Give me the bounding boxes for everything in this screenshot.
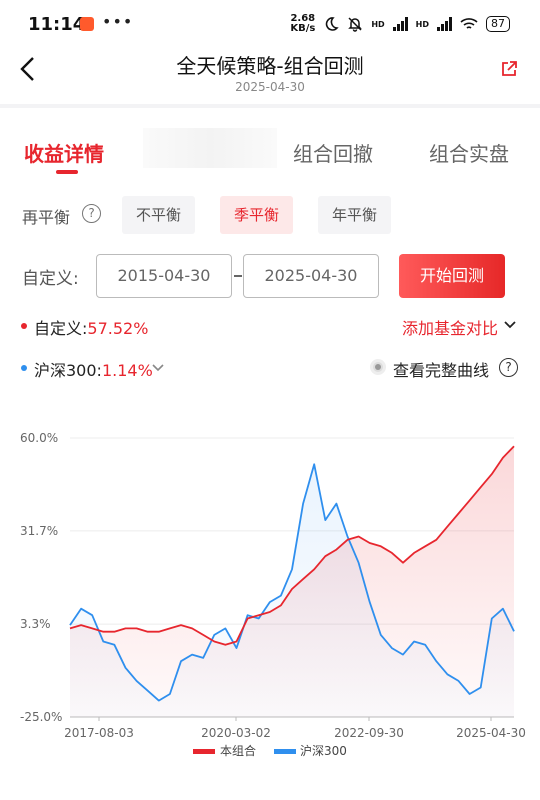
tab-drawdown[interactable]: 组合回撤: [293, 142, 373, 166]
x-tick-label: 2022-09-30: [334, 726, 404, 740]
wifi-icon: [460, 18, 478, 29]
chevron-down-icon[interactable]: [504, 319, 516, 331]
share-icon[interactable]: [500, 60, 518, 78]
legend-label-portfolio: 本组合: [220, 743, 256, 758]
rebalance-yearly-chip[interactable]: 年平衡: [318, 196, 392, 234]
x-tick-label: 2025-04-30: [456, 726, 526, 740]
portfolio-dot: [21, 323, 27, 329]
start-date-field[interactable]: 2015-04-30: [96, 254, 232, 298]
rebalance-none-chip[interactable]: 不平衡: [122, 196, 196, 234]
benchmark-return: 1.14%: [101, 361, 153, 380]
hd-label-1: HD: [371, 19, 385, 29]
legend-label-benchmark: 沪深300: [300, 744, 347, 758]
clock: 11:14: [28, 14, 86, 35]
page-date: 2025-04-30: [235, 80, 305, 94]
portfolio-summary-row: 自定义:57.52% 添加基金对比: [0, 313, 540, 339]
portfolio-return: 57.52%: [87, 319, 149, 338]
status-bar: 11:14 ••• 2.68 KB/s HD HD 87: [0, 0, 540, 46]
full-curve-radio[interactable]: [370, 359, 386, 375]
tab-returns[interactable]: 收益详情: [24, 142, 104, 166]
page-title: 全天候策略-组合回测: [176, 54, 364, 78]
portfolio-summary: 自定义:57.52%: [34, 319, 149, 338]
tab-bar: 收益详情 组合回撤 组合实盘: [0, 128, 540, 178]
y-tick-label: 31.7%: [20, 524, 58, 538]
help-icon[interactable]: ?: [82, 204, 101, 223]
moon-icon: [326, 17, 339, 31]
active-tab-indicator: [56, 170, 78, 174]
signal-icon: [392, 17, 408, 31]
benchmark-summary-row: 沪深300:1.14% 查看完整曲线 ?: [0, 355, 540, 381]
benchmark-summary[interactable]: 沪深300:1.14%: [34, 361, 153, 380]
rebalance-label: 再平衡: [22, 208, 71, 227]
benchmark-dot: [21, 365, 27, 371]
returns-chart: 60.0% 31.7% 3.3% -25.0% 2017-08-03 2020-03-0…: [20, 431, 526, 758]
end-date-field[interactable]: 2025-04-30: [243, 254, 379, 298]
status-right: 2.68 KB/s HD HD 87: [290, 14, 510, 34]
series-line-benchmark: [69, 463, 515, 702]
legend-swatch-portfolio: [193, 749, 215, 754]
app-notification-icon: [80, 17, 94, 31]
signal-icon-2: [437, 17, 452, 31]
series-line-portfolio: [69, 445, 515, 646]
start-backtest-button[interactable]: 开始回测: [399, 254, 505, 298]
battery-icon: 87: [486, 16, 510, 32]
full-curve-help-icon[interactable]: ?: [499, 358, 518, 377]
series-area-portfolio: [70, 446, 514, 717]
x-tick-label: 2017-08-03: [64, 726, 134, 740]
net-speed: 2.68 KB/s: [290, 13, 316, 34]
tab-placeholder: [143, 128, 277, 168]
add-compare-link[interactable]: 添加基金对比: [401, 319, 498, 338]
y-tick-label: 3.3%: [20, 617, 51, 631]
hd-label-2: HD: [415, 19, 429, 29]
date-range-row: 自定义: 2015-04-30 2025-04-30 开始回测: [0, 254, 540, 298]
legend-swatch-benchmark: [274, 749, 296, 754]
custom-range-label: 自定义:: [22, 269, 79, 289]
range-dash: [234, 275, 242, 277]
back-arrow-icon[interactable]: [16, 54, 40, 84]
tab-live[interactable]: 组合实盘: [429, 142, 509, 166]
full-curve-label[interactable]: 查看完整曲线: [393, 361, 490, 380]
header-divider: [0, 104, 540, 108]
rebalance-row: 再平衡 ? 不平衡 季平衡 年平衡: [0, 194, 540, 234]
y-tick-label: -25.0%: [20, 710, 62, 724]
x-tick-label: 2020-03-02: [201, 726, 271, 740]
mute-bell-icon: [348, 17, 363, 32]
nav-header: 全天候策略-组合回测 2025-04-30: [0, 46, 540, 102]
y-tick-label: 60.0%: [20, 431, 58, 445]
more-notifications-icon: •••: [102, 12, 134, 31]
rebalance-quarterly-chip[interactable]: 季平衡: [220, 196, 294, 234]
benchmark-chevron-down-icon[interactable]: [152, 362, 164, 374]
